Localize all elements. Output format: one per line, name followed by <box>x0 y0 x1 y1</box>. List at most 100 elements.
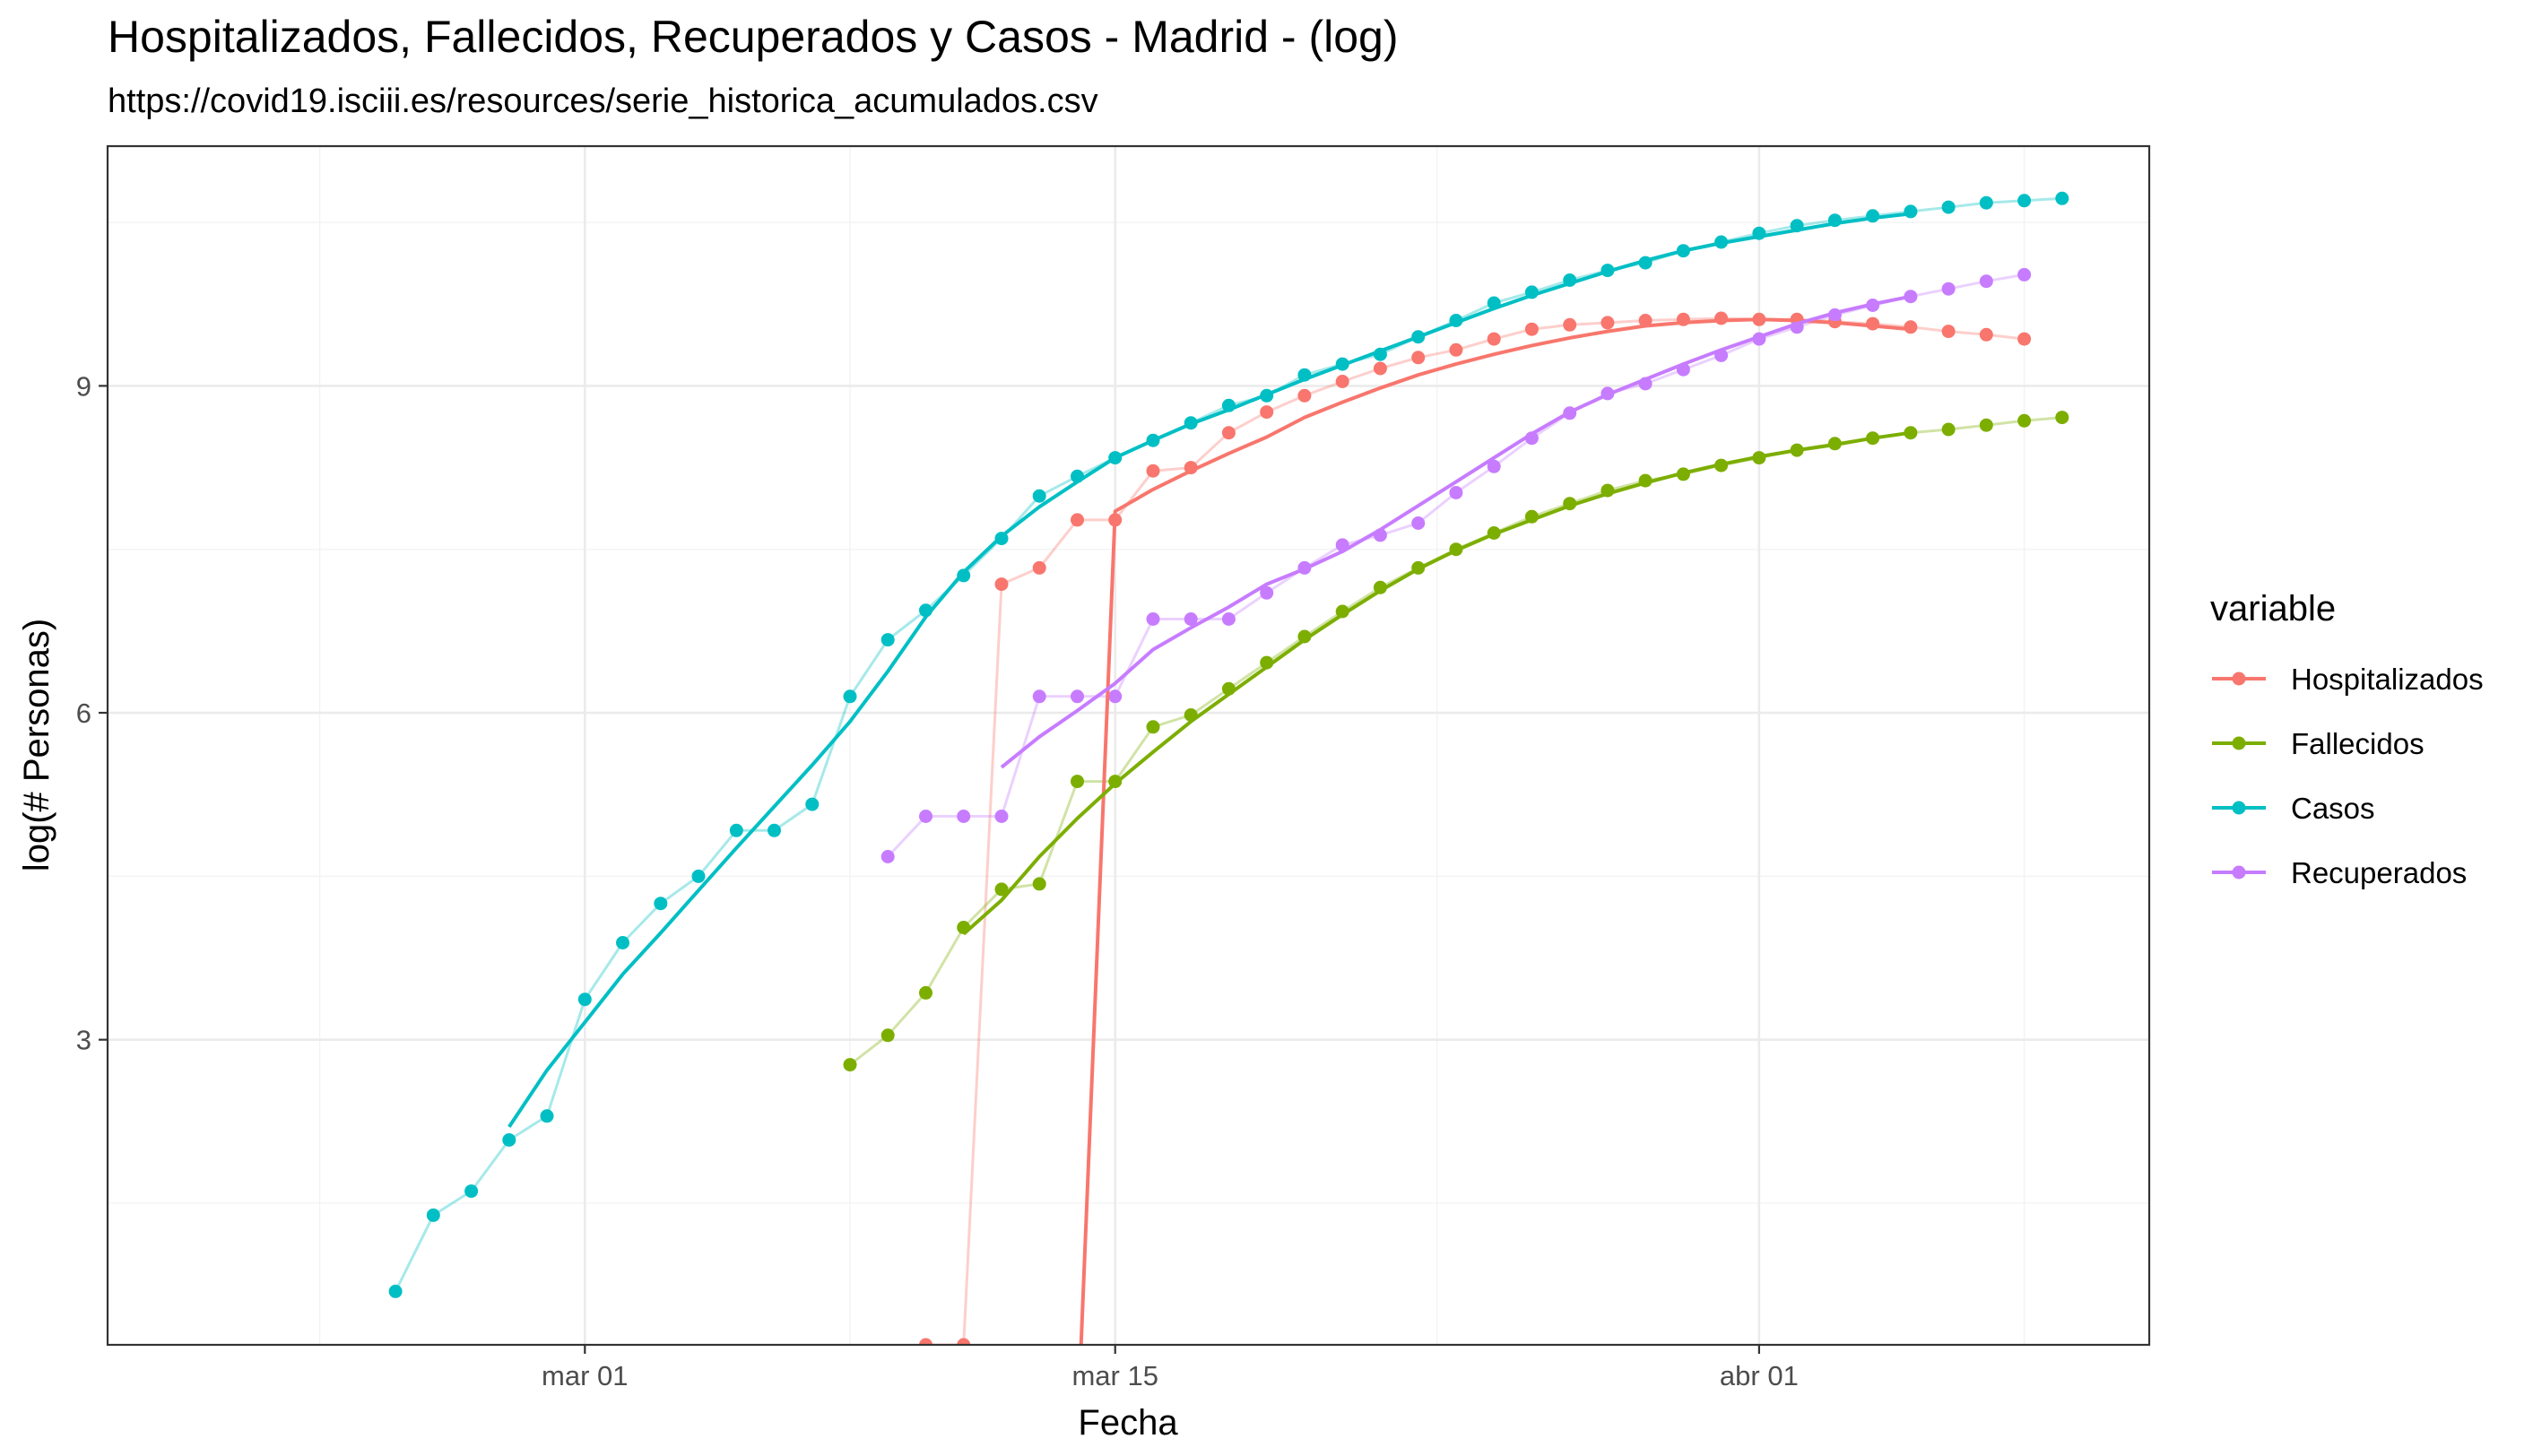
legend: variable Hospitalizados Fallecidos Casos Re… <box>2210 589 2484 889</box>
data-point-casos <box>843 689 857 704</box>
chart-title: Hospitalizados, Fallecidos, Recuperados … <box>108 12 1398 62</box>
data-point-casos <box>464 1184 479 1199</box>
legend-key-point <box>2232 736 2246 750</box>
data-point-hospitalizados <box>1563 317 1577 332</box>
data-point-recuperados <box>1184 612 1198 626</box>
data-point-hospitalizados <box>1449 342 1463 357</box>
data-point-hospitalizados <box>1600 316 1615 330</box>
y-tick-label: 6 <box>76 698 91 729</box>
legend-label: Casos <box>2291 792 2375 825</box>
data-point-fallecidos <box>1146 720 1160 734</box>
data-point-hospitalizados <box>1979 327 1993 342</box>
data-point-hospitalizados <box>1487 332 1501 346</box>
data-point-recuperados <box>1449 486 1463 499</box>
data-point-recuperados <box>1487 459 1501 473</box>
series-layer <box>388 191 2069 1345</box>
data-point-fallecidos <box>919 985 933 1000</box>
legend-key-point <box>2232 672 2246 686</box>
data-point-hospitalizados <box>1260 405 1274 420</box>
data-point-hospitalizados <box>1373 361 1387 376</box>
data-point-recuperados <box>1071 689 1084 704</box>
y-axis-title: log(# Personas) <box>17 619 56 871</box>
data-point-fallecidos <box>1071 775 1084 789</box>
data-point-casos <box>577 992 592 1007</box>
data-point-hospitalizados <box>1071 513 1084 527</box>
legend-label: Hospitalizados <box>2291 663 2484 696</box>
data-point-casos <box>1904 204 1918 219</box>
legend-title: variable <box>2210 589 2336 628</box>
data-point-hospitalizados <box>919 1338 933 1345</box>
data-point-casos <box>768 823 781 837</box>
data-point-casos <box>388 1284 403 1298</box>
data-point-hospitalizados <box>1032 560 1046 575</box>
data-point-hospitalizados <box>1146 464 1160 478</box>
legend-key-point <box>2232 801 2246 815</box>
data-point-casos <box>729 823 743 837</box>
y-tick-label: 9 <box>76 370 91 402</box>
data-point-hospitalizados <box>2017 332 2032 346</box>
data-point-hospitalizados <box>1221 426 1236 440</box>
data-point-hospitalizados <box>957 1338 971 1345</box>
data-point-casos <box>2055 191 2069 205</box>
data-point-casos <box>805 797 820 811</box>
data-point-casos <box>540 1109 554 1123</box>
plot-panel-border <box>106 144 2151 1347</box>
data-point-casos <box>654 897 668 911</box>
data-point-fallecidos <box>1297 629 1312 644</box>
plot-panel-background <box>108 146 2149 1345</box>
data-point-recuperados <box>1260 585 1274 600</box>
data-point-recuperados <box>1411 516 1426 530</box>
data-point-hospitalizados <box>1941 325 1956 339</box>
data-point-recuperados <box>1941 282 1956 296</box>
trend-line-fallecidos <box>962 430 1912 936</box>
data-point-casos <box>1979 195 1993 210</box>
data-point-casos <box>1032 489 1046 503</box>
data-point-recuperados <box>880 850 895 863</box>
legend-label: Recuperados <box>2291 856 2467 889</box>
data-point-fallecidos <box>2017 413 2032 428</box>
legend-item-fallecidos: Fallecidos <box>2212 727 2425 760</box>
data-point-recuperados <box>957 810 971 823</box>
data-point-casos <box>880 633 895 647</box>
axes: mar 01 mar 15 abr 01 3 6 9 <box>76 370 1799 1391</box>
data-point-recuperados <box>919 810 933 823</box>
x-axis-title: Fecha <box>1078 1403 1178 1443</box>
data-point-hospitalizados <box>1297 388 1312 403</box>
data-point-hospitalizados <box>1714 311 1729 325</box>
data-point-recuperados <box>2017 267 2032 282</box>
data-point-fallecidos <box>2055 411 2069 425</box>
legend-item-hospitalizados: Hospitalizados <box>2212 663 2484 696</box>
data-point-recuperados <box>1032 689 1046 704</box>
data-point-fallecidos <box>994 882 1009 897</box>
data-point-casos <box>2017 194 2032 208</box>
data-point-recuperados <box>1146 612 1160 626</box>
data-point-casos <box>1941 200 1956 214</box>
data-point-hospitalizados <box>1335 375 1349 388</box>
data-point-fallecidos <box>1941 422 1956 437</box>
data-point-recuperados <box>994 810 1009 823</box>
trend-line-hospitalizados <box>1079 317 1912 1345</box>
grid-lines <box>108 146 2149 1345</box>
data-point-fallecidos <box>1979 418 1993 432</box>
data-point-fallecidos <box>1032 877 1046 891</box>
legend-item-recuperados: Recuperados <box>2212 856 2467 889</box>
x-tick-label: mar 15 <box>1071 1360 1158 1391</box>
data-point-hospitalizados <box>994 577 1009 592</box>
trend-line-casos <box>507 212 1912 1129</box>
trend-line-recuperados <box>1000 294 1912 769</box>
x-tick-label: abr 01 <box>1720 1360 1799 1391</box>
data-point-fallecidos <box>880 1028 895 1043</box>
x-tick-label: mar 01 <box>542 1360 628 1391</box>
y-tick-label: 3 <box>76 1025 91 1056</box>
data-point-hospitalizados <box>1524 322 1539 336</box>
data-point-recuperados <box>1108 689 1123 704</box>
data-point-fallecidos <box>843 1058 857 1072</box>
data-point-casos <box>691 869 706 883</box>
legend-item-casos: Casos <box>2212 792 2375 825</box>
data-point-casos <box>426 1208 440 1222</box>
legend-key-point <box>2232 865 2246 880</box>
data-point-casos <box>502 1133 516 1147</box>
data-point-recuperados <box>1221 612 1236 626</box>
